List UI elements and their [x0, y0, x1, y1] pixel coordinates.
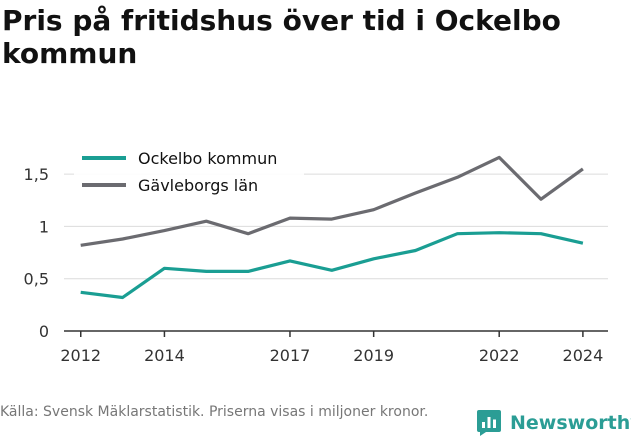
newsworthy-logo-icon	[477, 410, 501, 436]
legend: Ockelbo kommun Gävleborgs län	[74, 142, 304, 200]
x-tick-label: 2014	[144, 346, 185, 365]
x-tick-label: 2017	[270, 346, 311, 365]
x-tick-label: 2024	[563, 346, 604, 365]
x-tick-label: 2012	[60, 346, 101, 365]
y-tick-label: 1	[39, 217, 49, 236]
source-note: Källa: Svensk Mäklarstatistik. Priserna …	[0, 404, 429, 420]
brand-logo: Newsworthy	[476, 408, 631, 438]
series-line-2	[80, 155, 584, 247]
x-tick-label: 2022	[479, 346, 520, 365]
brand-name: Newsworthy	[510, 412, 631, 434]
legend-background	[74, 142, 304, 200]
x-tick-label: 2019	[353, 346, 394, 365]
legend-label: Gävleborgs län	[138, 176, 258, 195]
legend-label: Ockelbo kommun	[138, 149, 277, 168]
y-tick-label: 0,5	[24, 270, 49, 289]
series-line-1	[80, 231, 584, 300]
y-tick-label: 0	[39, 322, 49, 341]
line-chart: 0 0,5 1 1,5 2012 2014 2017 2019 2022 2024 Ockelbo…	[23, 142, 608, 365]
y-tick-label: 1,5	[24, 165, 49, 184]
series-lines	[80, 155, 584, 300]
chart-title: Pris på fritidshus över tid i Ockelbo ko…	[2, 4, 561, 70]
axes: 0 0,5 1 1,5 2012 2014 2017 2019 2022 2024	[24, 165, 608, 365]
